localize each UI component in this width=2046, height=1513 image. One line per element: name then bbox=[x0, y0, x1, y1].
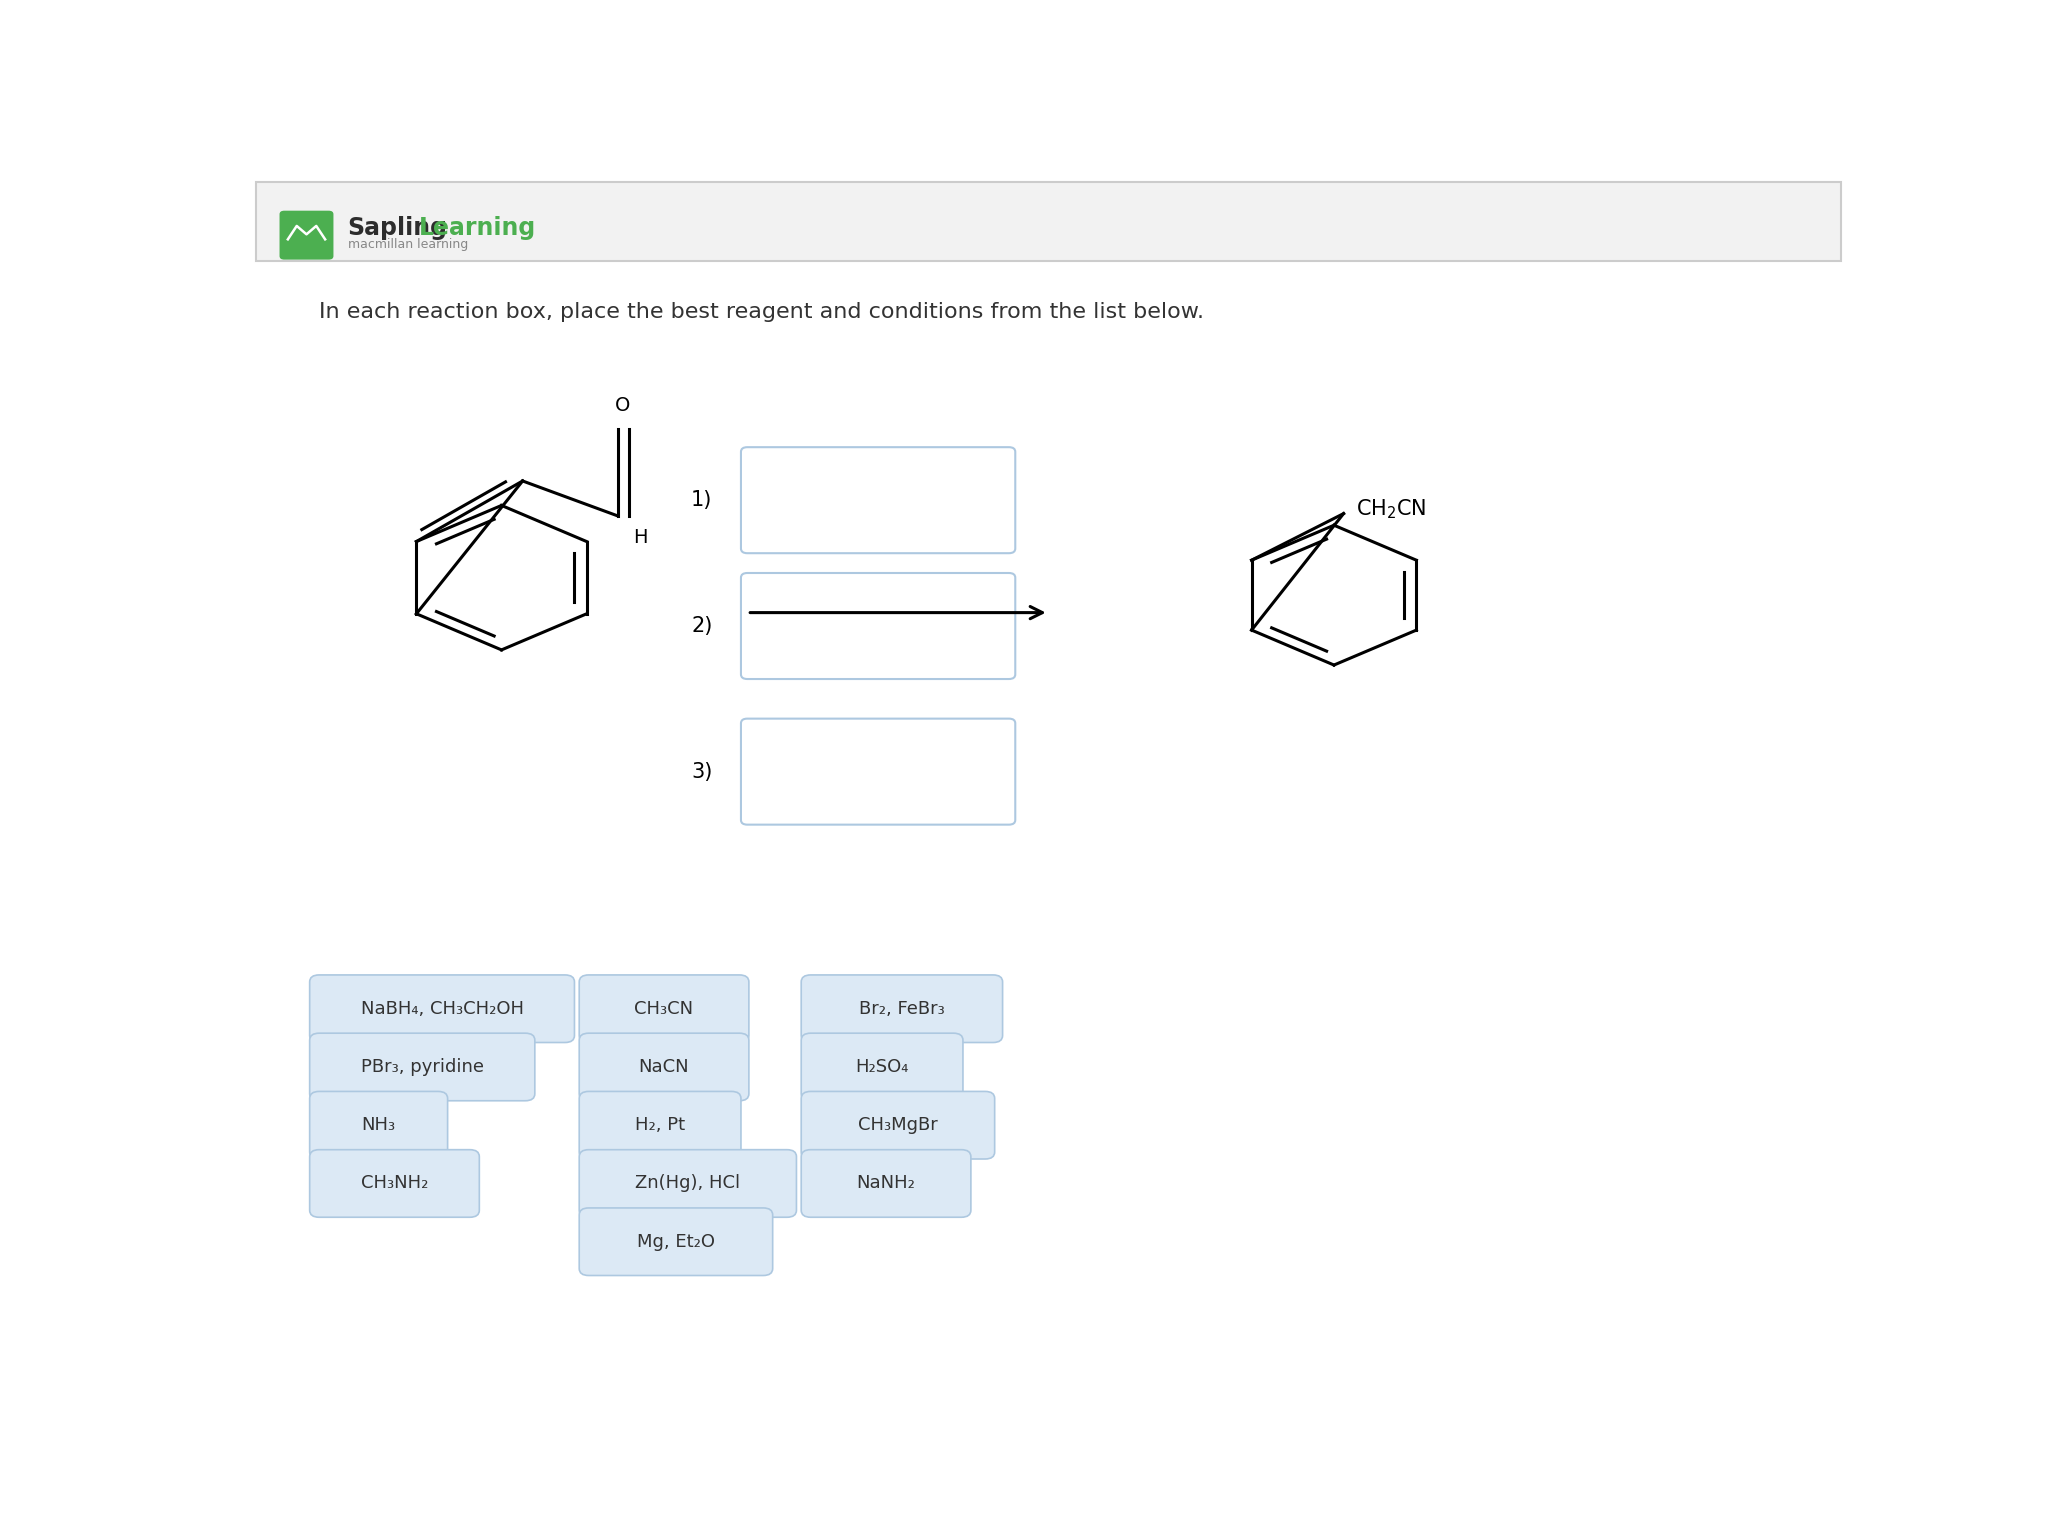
Text: NaBH₄, CH₃CH₂OH: NaBH₄, CH₃CH₂OH bbox=[360, 1000, 524, 1018]
FancyBboxPatch shape bbox=[802, 1150, 972, 1218]
Text: CH₃CN: CH₃CN bbox=[634, 1000, 694, 1018]
Text: H: H bbox=[634, 528, 649, 546]
Text: CH₃MgBr: CH₃MgBr bbox=[857, 1117, 937, 1135]
Text: In each reaction box, place the best reagent and conditions from the list below.: In each reaction box, place the best rea… bbox=[319, 303, 1205, 322]
Text: Zn(Hg), HCl: Zn(Hg), HCl bbox=[634, 1174, 741, 1192]
Text: Mg, Et₂O: Mg, Et₂O bbox=[636, 1233, 714, 1251]
Bar bbox=[256, 182, 1841, 260]
FancyBboxPatch shape bbox=[802, 1091, 994, 1159]
Text: O: O bbox=[616, 395, 630, 415]
Text: PBr₃, pyridine: PBr₃, pyridine bbox=[360, 1058, 483, 1076]
Text: NaNH₂: NaNH₂ bbox=[857, 1174, 915, 1192]
Text: macmillan learning: macmillan learning bbox=[348, 238, 469, 251]
Text: NaCN: NaCN bbox=[638, 1058, 690, 1076]
FancyBboxPatch shape bbox=[280, 210, 333, 260]
Text: 1): 1) bbox=[692, 490, 712, 510]
FancyBboxPatch shape bbox=[579, 1091, 741, 1159]
FancyBboxPatch shape bbox=[741, 448, 1015, 554]
FancyBboxPatch shape bbox=[579, 1033, 749, 1101]
FancyBboxPatch shape bbox=[741, 573, 1015, 679]
Text: CH₃NH₂: CH₃NH₂ bbox=[360, 1174, 428, 1192]
FancyBboxPatch shape bbox=[579, 974, 749, 1042]
Text: CH$_2$CN: CH$_2$CN bbox=[1356, 498, 1426, 520]
FancyBboxPatch shape bbox=[309, 1033, 534, 1101]
Text: H₂SO₄: H₂SO₄ bbox=[855, 1058, 908, 1076]
FancyBboxPatch shape bbox=[309, 1091, 448, 1159]
Text: Br₂, FeBr₃: Br₂, FeBr₃ bbox=[859, 1000, 945, 1018]
Text: 2): 2) bbox=[692, 616, 712, 635]
FancyBboxPatch shape bbox=[309, 974, 575, 1042]
FancyBboxPatch shape bbox=[579, 1150, 796, 1218]
FancyBboxPatch shape bbox=[309, 1150, 479, 1218]
Text: NH₃: NH₃ bbox=[362, 1117, 395, 1135]
FancyBboxPatch shape bbox=[741, 719, 1015, 825]
Text: Sapling: Sapling bbox=[348, 216, 448, 241]
Text: 3): 3) bbox=[692, 761, 712, 782]
FancyBboxPatch shape bbox=[802, 974, 1003, 1042]
Text: Learning: Learning bbox=[419, 216, 536, 241]
FancyBboxPatch shape bbox=[579, 1207, 773, 1275]
FancyBboxPatch shape bbox=[802, 1033, 964, 1101]
Text: H₂, Pt: H₂, Pt bbox=[634, 1117, 685, 1135]
